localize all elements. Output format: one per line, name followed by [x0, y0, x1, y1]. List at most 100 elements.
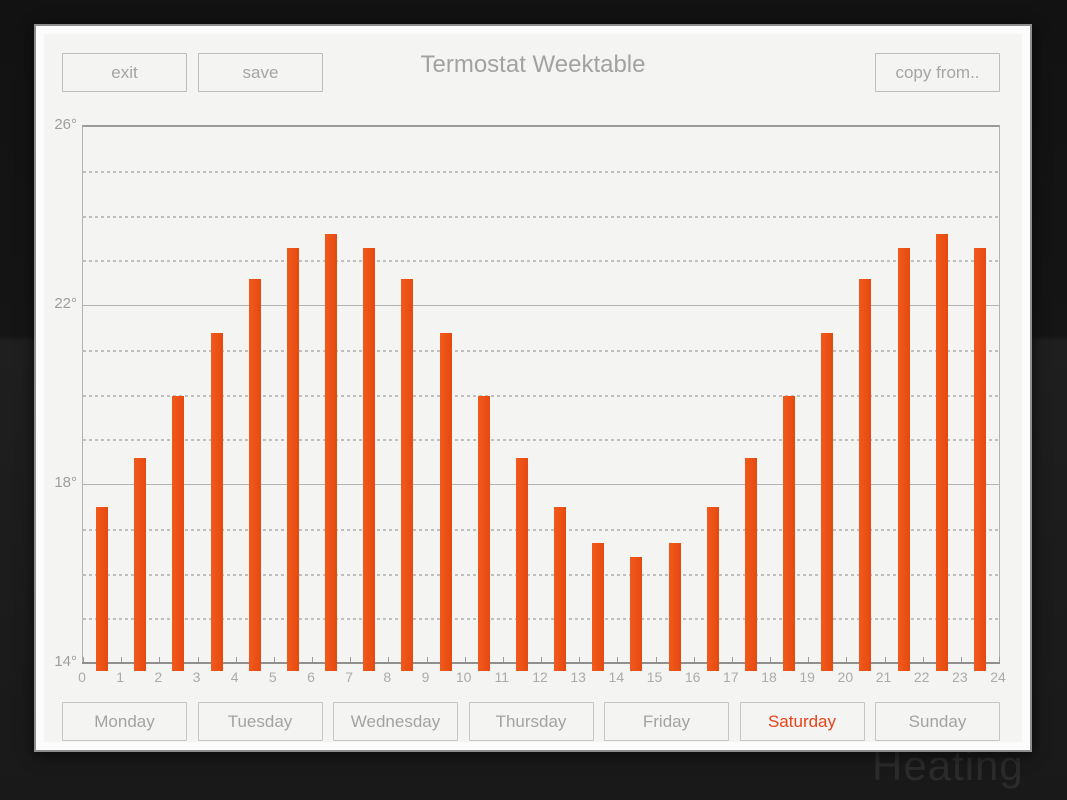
temperature-bar-hour-8[interactable] — [401, 279, 414, 671]
axis-tick — [235, 657, 237, 662]
x-tick-label: 23 — [952, 669, 968, 685]
x-tick-label: 6 — [307, 669, 315, 685]
axis-tick — [960, 657, 962, 662]
temperature-bar-hour-12[interactable] — [554, 507, 567, 671]
temperature-bar-hour-17[interactable] — [744, 458, 757, 671]
grid-line-minor — [83, 260, 999, 263]
day-tab-wednesday[interactable]: Wednesday — [333, 702, 458, 741]
temperature-bar-hour-10[interactable] — [477, 395, 490, 671]
temperature-bar-hour-23[interactable] — [973, 247, 986, 671]
temperature-bar-hour-1[interactable] — [134, 458, 147, 671]
y-tick-label: 22° — [54, 295, 77, 312]
axis-tick — [197, 657, 199, 662]
axis-tick — [159, 657, 161, 662]
x-tick-label: 21 — [875, 669, 892, 685]
axis-tick — [655, 657, 657, 662]
y-tick-label: 14° — [54, 653, 77, 670]
temperature-bar-hour-4[interactable] — [248, 279, 261, 671]
x-tick-label: 7 — [345, 669, 354, 685]
x-tick-label: 16 — [684, 669, 701, 685]
day-tab-tuesday[interactable]: Tuesday — [197, 702, 323, 741]
temperature-bar-hour-21[interactable] — [897, 247, 910, 671]
grid-line-minor — [83, 394, 999, 397]
x-tick-label: 9 — [421, 669, 430, 685]
axis-tick — [426, 657, 428, 662]
temperature-bar-hour-16[interactable] — [706, 507, 719, 671]
x-tick-label: 13 — [570, 669, 586, 685]
chart-plot-area — [82, 125, 1000, 671]
x-tick-label: 10 — [455, 669, 472, 685]
temperature-bar-hour-3[interactable] — [210, 332, 223, 671]
y-axis-labels: 26° 22° 18° 14° — [44, 116, 77, 670]
x-tick-label: 14 — [608, 669, 625, 685]
y-tick-label: 26° — [54, 116, 77, 133]
temperature-bar-hour-9[interactable] — [439, 332, 452, 671]
temperature-bar-hour-15[interactable] — [668, 543, 681, 671]
axis-tick — [999, 657, 1000, 662]
temperature-bar-hour-0[interactable] — [96, 507, 109, 671]
x-axis-labels: 0 1 2 3 4 5 6 7 8 9 10 11 12 13 14 15 16 17 18 19 20 21 22 23 24 — [78, 669, 1006, 689]
axis-tick — [464, 657, 466, 662]
temperature-bar-hour-20[interactable] — [859, 279, 872, 671]
save-button[interactable]: save — [198, 53, 323, 92]
axis-tick — [312, 657, 313, 662]
temperature-bar-hour-11[interactable] — [515, 458, 528, 671]
axis-tick — [731, 657, 733, 662]
x-tick-label: 4 — [230, 669, 239, 685]
y-tick-label: 18° — [54, 474, 77, 491]
axis-tick — [579, 657, 581, 662]
temperature-bar-hour-18[interactable] — [783, 395, 796, 671]
x-tick-label: 20 — [837, 669, 854, 685]
grid-line-major — [83, 484, 999, 485]
axis-tick — [273, 657, 275, 662]
axis-tick — [693, 657, 695, 662]
x-tick-label: 3 — [192, 669, 201, 685]
axis-tick — [121, 657, 123, 662]
temperature-bar-hour-5[interactable] — [286, 247, 299, 671]
temperature-bar-hour-2[interactable] — [172, 395, 185, 671]
temperature-bar-hour-13[interactable] — [592, 543, 605, 671]
axis-tick — [350, 657, 352, 662]
x-tick-label: 11 — [494, 669, 510, 685]
axis-tick — [922, 657, 924, 662]
axis-tick — [83, 657, 84, 662]
temperature-bar-hour-19[interactable] — [821, 332, 834, 671]
day-tab-saturday[interactable]: Saturday — [739, 702, 865, 741]
x-tick-label: 19 — [799, 669, 815, 685]
axis-tick — [502, 657, 504, 662]
x-tick-label: 15 — [646, 669, 663, 685]
page-title: Termostat Weektable — [420, 51, 646, 78]
temperature-bar-hour-7[interactable] — [363, 247, 376, 671]
temperature-bar-hour-22[interactable] — [935, 234, 948, 671]
x-tick-label: 22 — [913, 669, 930, 685]
x-tick-label: 18 — [761, 669, 777, 685]
axis-tick — [846, 657, 848, 662]
x-tick-label: 12 — [532, 669, 548, 685]
axis-tick — [617, 657, 619, 662]
x-tick-label: 24 — [990, 669, 1006, 685]
grid-line-minor — [83, 170, 999, 173]
grid-line-minor — [83, 215, 999, 218]
day-tab-thursday[interactable]: Thursday — [468, 702, 594, 741]
grid-line-minor — [83, 573, 999, 576]
day-tab-friday[interactable]: Friday — [604, 702, 729, 741]
temperature-bar-hour-6[interactable] — [325, 234, 338, 671]
axis-tick — [388, 657, 390, 662]
panel-content: exit save Termostat Weektable copy from.… — [44, 34, 1022, 742]
thermostat-weektable-panel: exit save Termostat Weektable copy from.… — [34, 24, 1032, 752]
grid-line-minor — [83, 349, 999, 352]
day-tab-sunday[interactable]: Sunday — [875, 702, 1000, 741]
x-tick-label: 5 — [268, 669, 277, 685]
exit-button[interactable]: exit — [62, 53, 187, 92]
x-tick-label: 8 — [383, 669, 392, 685]
day-tab-monday[interactable]: Monday — [62, 702, 187, 741]
grid-line-minor — [83, 618, 999, 621]
x-tick-label: 0 — [78, 669, 86, 685]
temperature-bar-hour-14[interactable] — [630, 556, 643, 671]
axis-tick — [884, 657, 886, 662]
grid-line-minor — [83, 528, 999, 531]
x-tick-label: 1 — [116, 669, 125, 685]
grid-line-minor — [83, 439, 999, 442]
axis-tick — [770, 657, 771, 662]
copy-from-button[interactable]: copy from.. — [875, 53, 1000, 92]
